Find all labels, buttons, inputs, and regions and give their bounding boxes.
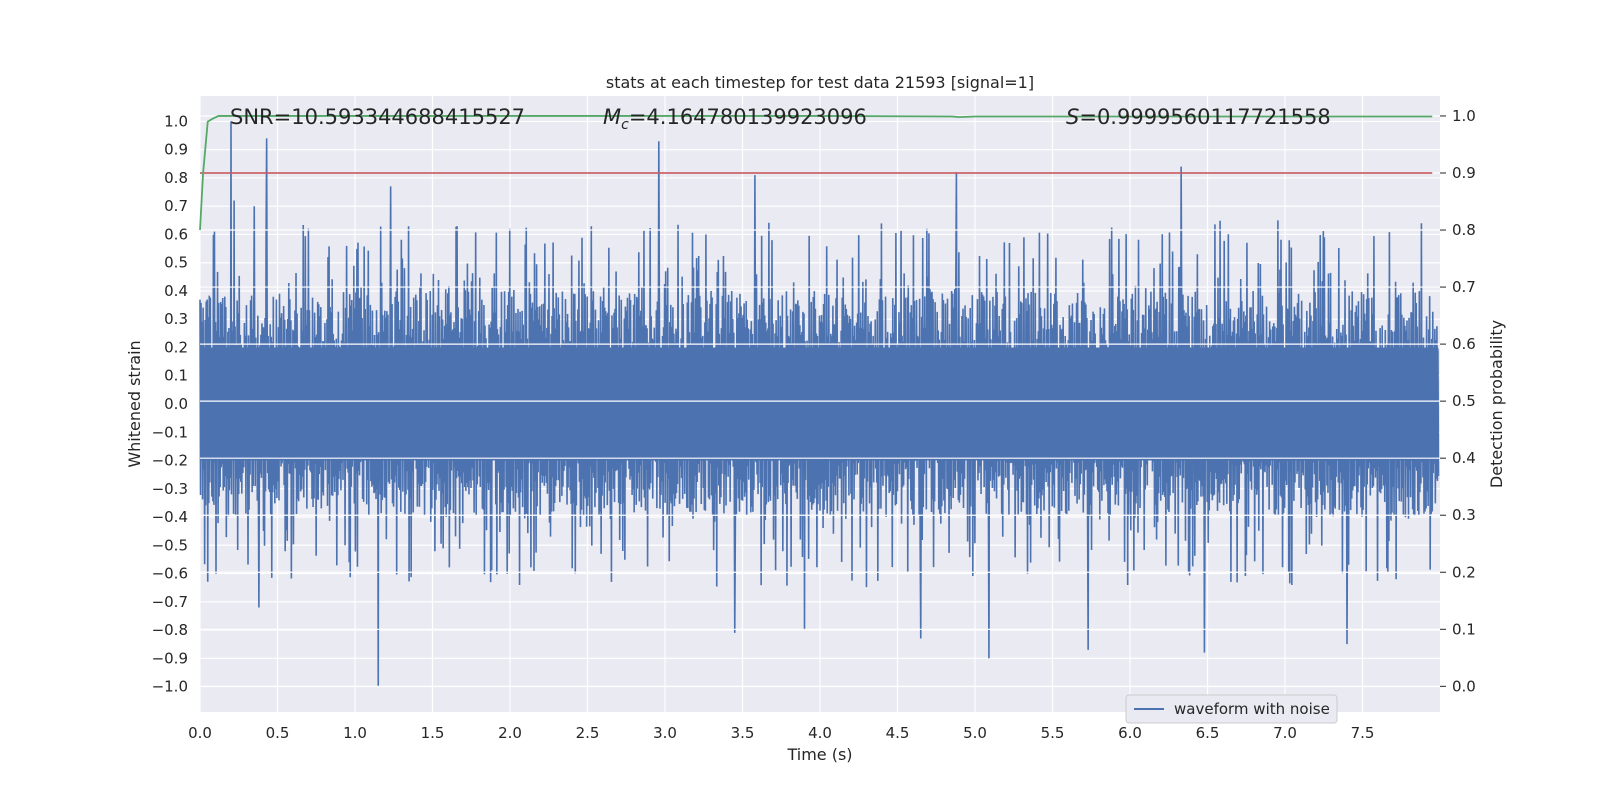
mc-value: =4.164780139923096 bbox=[629, 105, 867, 129]
y-tick-label: 0.0 bbox=[164, 395, 188, 413]
x-tick-label: 0.5 bbox=[266, 724, 290, 742]
y-tick-label: −0.4 bbox=[152, 508, 188, 526]
annotation-snr: SNR=10.593344688415527 bbox=[230, 105, 525, 129]
y-tick-label: −0.2 bbox=[152, 452, 188, 470]
x-tick-label: 2.0 bbox=[498, 724, 522, 742]
x-tick-label: 0.0 bbox=[188, 724, 212, 742]
annotation-s: S=0.9999560117721558 bbox=[1066, 105, 1331, 129]
y-tick-label: −0.6 bbox=[152, 565, 188, 583]
waveform-series bbox=[199, 121, 1440, 687]
y-tick-label: 0.9 bbox=[164, 141, 188, 159]
y-tick-label: 0.2 bbox=[164, 338, 188, 356]
right-tick-label: 0.2 bbox=[1452, 563, 1476, 581]
y-tick-label: −0.1 bbox=[152, 423, 188, 441]
x-tick-label: 7.0 bbox=[1273, 724, 1297, 742]
x-tick-label: 1.5 bbox=[421, 724, 445, 742]
y-tick-label: −0.5 bbox=[152, 536, 188, 554]
chart-title: stats at each timestep for test data 215… bbox=[606, 73, 1034, 92]
x-tick-label: 3.0 bbox=[653, 724, 677, 742]
right-tick-label: 0.6 bbox=[1452, 335, 1476, 353]
x-tick-label: 6.5 bbox=[1196, 724, 1220, 742]
x-tick-label: 2.5 bbox=[576, 724, 600, 742]
y-tick-label: 0.1 bbox=[164, 367, 188, 385]
x-tick-label: 5.5 bbox=[1041, 724, 1065, 742]
y-tick-label: 0.8 bbox=[164, 169, 188, 187]
right-tick-label: 0.9 bbox=[1452, 164, 1476, 182]
y-tick-label: −0.9 bbox=[152, 649, 188, 667]
y-tick-label: 0.4 bbox=[164, 282, 188, 300]
legend-label: waveform with noise bbox=[1174, 700, 1330, 718]
x-axis-label: Time (s) bbox=[786, 745, 852, 764]
right-tick-label: 1.0 bbox=[1452, 107, 1476, 125]
probability-line bbox=[199, 115, 1433, 231]
mc-symbol: M bbox=[603, 105, 621, 129]
legend-box bbox=[1125, 694, 1338, 724]
mc-subscript: c bbox=[621, 117, 629, 133]
y-axis-label: Whitened strain bbox=[125, 340, 144, 467]
right-axis-ticks: 1.0 0.9 0.8 0.7 0.6 0.5 0.4 0.3 0.2 0.1 0.0 bbox=[1440, 107, 1476, 695]
y-tick-label: 0.7 bbox=[164, 197, 188, 215]
y-tick-label: −0.8 bbox=[152, 621, 188, 639]
x-tick-label: 1.0 bbox=[343, 724, 367, 742]
x-tick-label: 7.5 bbox=[1351, 724, 1375, 742]
s-symbol: S bbox=[1066, 105, 1079, 129]
waveform-core-band bbox=[200, 347, 1439, 461]
y-tick-label: 0.6 bbox=[164, 225, 188, 243]
x-tick-label: 5.0 bbox=[963, 724, 987, 742]
y-tick-label: −0.3 bbox=[152, 480, 188, 498]
right-tick-label: 0.1 bbox=[1452, 620, 1476, 638]
x-tick-label: 6.0 bbox=[1118, 724, 1142, 742]
annotation-chirp-mass: Mc=4.164780139923096 bbox=[603, 105, 867, 133]
right-tick-label: 0.7 bbox=[1452, 278, 1476, 296]
y-tick-label: −1.0 bbox=[152, 678, 188, 696]
x-tick-label: 3.5 bbox=[731, 724, 755, 742]
right-tick-label: 0.5 bbox=[1452, 392, 1476, 410]
right-axis-label: Detection probability bbox=[1487, 320, 1506, 488]
x-tick-label: 4.5 bbox=[886, 724, 910, 742]
right-tick-label: 0.0 bbox=[1452, 677, 1476, 695]
right-tick-label: 0.8 bbox=[1452, 221, 1476, 239]
y-tick-label: 1.0 bbox=[164, 112, 188, 130]
probability-series bbox=[199, 115, 1433, 231]
x-axis-ticks: 0.0 0.5 1.0 1.5 2.0 2.5 3.0 3.5 4.0 4.5 5.0 5.5 6.0 6… bbox=[188, 724, 1374, 742]
y-tick-label: −0.7 bbox=[152, 593, 188, 611]
legend: waveform with noise bbox=[1125, 694, 1338, 724]
y-tick-label: 0.3 bbox=[164, 310, 188, 328]
right-tick-label: 0.3 bbox=[1452, 506, 1476, 524]
right-tick-label: 0.4 bbox=[1452, 449, 1476, 467]
y-axis-ticks: 1.0 0.9 0.8 0.7 0.6 0.5 0.4 0.3 0.2 0.1 0.0 −0.1 −0.… bbox=[152, 112, 188, 695]
x-tick-label: 4.0 bbox=[808, 724, 832, 742]
y-tick-label: 0.5 bbox=[164, 254, 188, 272]
s-value: =0.9999560117721558 bbox=[1079, 105, 1330, 129]
